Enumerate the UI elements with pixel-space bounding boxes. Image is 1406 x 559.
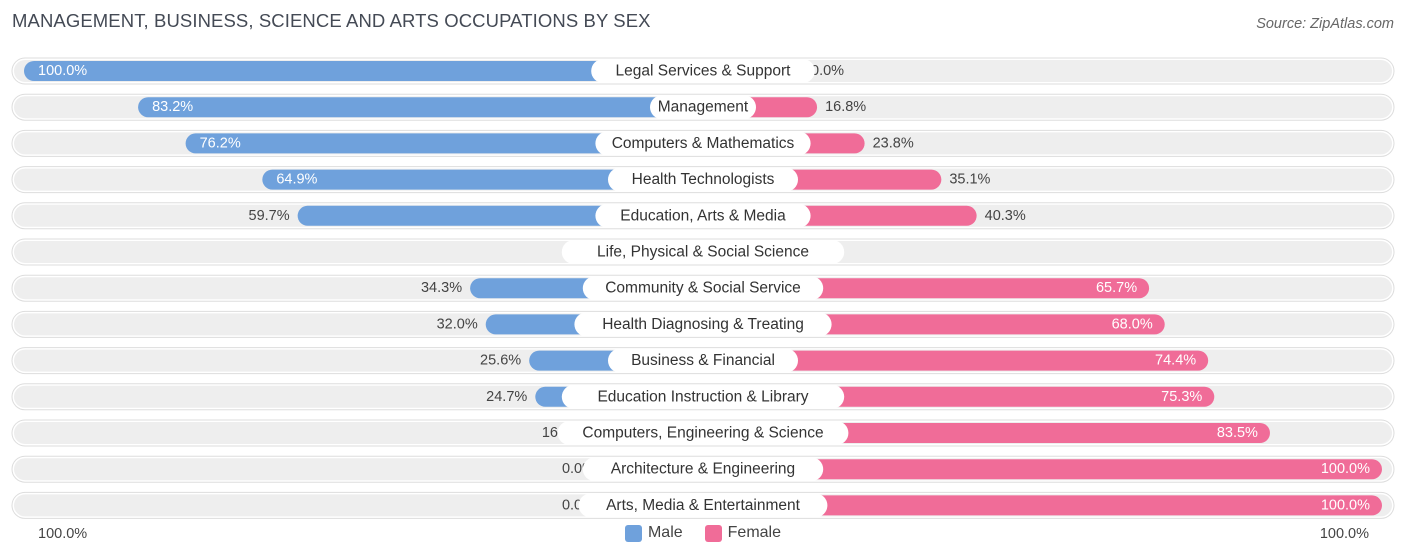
category-label-bg (578, 493, 828, 518)
male-bar (262, 169, 703, 190)
category-label: Architecture & Engineering (611, 461, 795, 478)
male-value-label: 76.2% (200, 135, 241, 151)
category-label-bg (561, 384, 845, 409)
category-label: Health Diagnosing & Treating (602, 316, 804, 333)
legend-swatch-male (624, 524, 642, 542)
legend-label-male: Male (647, 524, 683, 541)
category-label-bg (595, 203, 811, 228)
female-value-label: 100.0% (1321, 497, 1370, 513)
category-label: Legal Services & Support (616, 63, 792, 80)
female-value-label: 23.8% (873, 135, 914, 151)
diverging-bar-chart: 100.0% 0.0% Legal Services & Support 83.2% 1… (11, 57, 1395, 519)
category-label-bg (650, 95, 756, 120)
source-label: Source: ZipAtlas.com (1256, 16, 1394, 32)
category-label: Education, Arts & Media (620, 207, 786, 224)
category-label-bg (591, 59, 815, 83)
female-bar (703, 495, 1382, 516)
category-label-bg (574, 312, 832, 337)
male-value-label: 34.3% (421, 280, 462, 296)
category-label-bg (608, 167, 798, 192)
female-value-label: 0.0% (811, 63, 844, 79)
category-label: Life, Physical & Social Science (597, 244, 809, 261)
category-label: Education Instruction & Library (597, 388, 808, 405)
legend: Male Female (0, 524, 1406, 542)
category-label: Management (658, 99, 749, 116)
female-value-label: 68.0% (1112, 316, 1153, 332)
legend-label-female: Female (727, 524, 782, 541)
male-value-label: 83.2% (152, 99, 193, 115)
female-value-label: 74.4% (1155, 353, 1196, 369)
female-bar (703, 459, 1382, 480)
category-label-bg (557, 421, 849, 445)
legend-swatch-female (704, 524, 722, 542)
female-value-label: 65.7% (1096, 280, 1137, 296)
category-label-bg (582, 457, 824, 482)
category-label: Computers, Engineering & Science (582, 425, 823, 442)
category-label: Computers & Mathematics (612, 135, 795, 152)
female-value-label: 83.5% (1217, 425, 1258, 441)
male-value-label: 100.0% (38, 63, 87, 79)
male-value-label: 24.7% (486, 389, 527, 405)
male-value-label: 25.6% (480, 353, 521, 369)
female-bar (703, 350, 1209, 371)
legend-item-female: Female (704, 524, 782, 542)
female-value-label: 40.3% (985, 208, 1026, 224)
category-label: Health Technologists (632, 171, 775, 188)
axis-right-label: 100.0% (1319, 526, 1369, 542)
female-value-label: 35.1% (949, 172, 990, 188)
chart-title: MANAGEMENT, BUSINESS, SCIENCE AND ARTS O… (12, 10, 651, 31)
category-label-bg (608, 348, 798, 373)
category-label: Arts, Media & Entertainment (606, 497, 801, 514)
male-bar (185, 133, 704, 154)
category-label-bg (595, 131, 811, 156)
category-label: Community & Social Service (605, 280, 801, 297)
axis-left-label: 100.0% (38, 526, 88, 542)
category-label: Business & Financial (631, 352, 775, 369)
male-value-label: 64.9% (276, 172, 317, 188)
female-value-label: 100.0% (1321, 461, 1370, 477)
male-value-label: 32.0% (437, 316, 478, 332)
male-bar (138, 97, 703, 118)
female-value-label: 16.8% (825, 99, 866, 115)
male-value-label: 59.7% (249, 208, 290, 224)
legend-item-male: Male (624, 524, 683, 542)
female-value-label: 75.3% (1161, 389, 1202, 405)
category-label-bg (582, 276, 824, 301)
male-bar (24, 61, 703, 81)
category-label-bg (561, 240, 845, 264)
